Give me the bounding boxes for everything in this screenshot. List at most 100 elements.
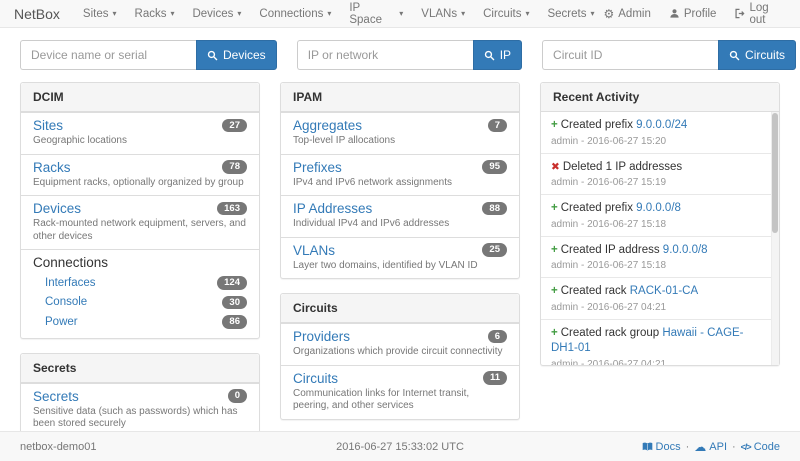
activity-object-link[interactable]: Hawaii - CAGE-DH1-01 [551,326,744,355]
nav-item-racks[interactable]: Racks ▾ [126,8,184,20]
interfaces-link[interactable]: Interfaces [45,276,96,289]
ip-search-button-label: IP [499,48,512,62]
list-item-connections: Connections Interfaces 124 Console 30 Powe… [21,249,259,338]
circuits-link[interactable]: Circuits [293,370,339,386]
list-item-secrets: Secrets 0 Sensitive data (such as passwor… [21,382,259,437]
profile-link[interactable]: Profile [669,7,717,20]
list-item-aggregates: Aggregates 7 Top-level IP allocations [281,112,519,154]
docs-link[interactable]: Docs [642,441,681,453]
ipam-panel-title: IPAM [281,83,519,112]
recent-activity-title: Recent Activity [541,83,779,112]
list-item-devices: Devices 163 Rack-mounted network equipmen… [21,195,259,249]
column-ipam: IPAM Aggregates 7 Top-level IP allocation… [280,82,520,434]
activity-action: Created prefix [560,202,637,215]
connections-interfaces-row: Interfaces 124 [33,273,247,293]
activity-action: Created rack [560,285,630,298]
activity-action: Created rack group [560,326,663,339]
nav-item-connections[interactable]: Connections ▾ [250,8,340,20]
vlans-link[interactable]: VLANs [293,242,336,258]
console-count-badge: 30 [222,295,247,309]
activity-meta: admin - 2016-06-27 04:21 [551,301,667,313]
code-label: Code [753,440,780,453]
console-link[interactable]: Console [45,296,88,309]
secrets-link[interactable]: Secrets [33,388,79,404]
nav-item-label: Secrets [547,7,587,20]
nav-item-vlans[interactable]: VLANs ▾ [412,8,474,20]
footer-timestamp: 2016-06-27 15:33:02 UTC [336,440,464,453]
sites-link[interactable]: Sites [33,118,64,133]
nav-item-secrets[interactable]: Secrets ▾ [538,8,603,20]
device-search-button[interactable]: Devices [196,40,277,70]
circuit-search-button[interactable]: Circuits [718,40,797,70]
book-icon [642,441,653,452]
ipam-panel: IPAM Aggregates 7 Top-level IP allocation… [280,82,520,279]
providers-link[interactable]: Providers [293,329,351,344]
aggregates-count-badge: 7 [487,118,507,133]
devices-count-badge: 163 [217,201,247,216]
circuit-search-input[interactable] [542,40,719,70]
power-link[interactable]: Power [45,315,78,328]
brand-logo[interactable]: NetBox [14,5,60,22]
search-icon [484,50,495,61]
prefixes-link[interactable]: Prefixes [293,159,342,175]
profile-label: Profile [683,7,717,20]
delete-icon: ✖ [551,160,560,173]
nav-item-devices[interactable]: Devices ▾ [183,8,250,20]
code-icon: </> [740,441,752,452]
cloud-icon: ☁ [694,439,707,454]
aggregates-description: Top-level IP allocations [293,135,396,146]
list-item-prefixes: Prefixes 95 IPv4 and IPv6 network assignm… [281,153,519,196]
racks-link[interactable]: Racks [33,159,71,175]
activity-object-link[interactable]: 9.0.0.0/8 [662,243,708,256]
circuit-search-button-label: Circuits [745,48,786,62]
secrets-panel-title: Secrets [21,353,259,383]
activity-object-link[interactable]: 9.0.0.0/24 [636,119,688,131]
admin-label: Admin [618,7,651,20]
nav-item-ip-space[interactable]: IP Space ▾ [340,2,412,26]
plus-icon: + [551,243,558,256]
connections-label: Connections [33,255,109,270]
circuits-count-badge: 11 [482,371,507,385]
device-search-input[interactable] [20,40,196,70]
logout-link[interactable]: Log out [734,2,786,26]
gear-icon: ⚙ [603,6,615,21]
caret-down-icon: ▾ [237,8,242,18]
devices-link[interactable]: Devices [33,201,82,216]
ip-addresses-link[interactable]: IP Addresses [293,201,373,216]
activity-object-link[interactable]: 9.0.0.0/8 [636,202,681,215]
nav-item-circuits[interactable]: Circuits ▾ [474,8,538,20]
activity-object-link[interactable]: RACK-01-CA [629,285,699,298]
activity-row: + Created rack group Hawaii - CAGE-DH1-01… [541,318,779,365]
ip-search-button[interactable]: IP [472,40,523,70]
activity-meta: admin - 2016-06-27 04:21 [551,358,667,365]
sites-description: Geographic locations [33,135,127,146]
interfaces-count-badge: 124 [217,276,247,290]
sites-count-badge: 27 [222,118,247,133]
vlans-count-badge: 25 [482,243,507,257]
device-search-group: Devices [20,40,277,70]
activity-scrollbar[interactable] [771,112,779,365]
code-link[interactable]: </> Code [741,441,780,453]
activity-scrollbar-thumb[interactable] [772,113,778,233]
activity-row: ✖ Deleted 1 IP addresses admin - 2016-06-… [541,152,779,195]
dcim-panel: DCIM Sites 27 Geographic locations Racks 7… [20,82,260,339]
aggregates-link[interactable]: Aggregates [293,118,363,133]
activity-meta: admin - 2016-06-27 15:19 [551,177,667,189]
plus-icon: + [551,119,558,131]
nav-item-sites[interactable]: Sites ▾ [74,8,126,20]
device-search-button-label: Devices [223,48,266,62]
ip-search-input[interactable] [296,40,473,70]
ip-addresses-description: Individual IPv4 and IPv6 addresses [293,218,450,229]
secrets-description: Sensitive data (such as passwords) which… [33,405,238,430]
caret-down-icon: ▾ [112,8,117,18]
activity-row: + Created rack RACK-01-CA admin - 2016-06… [541,277,779,319]
racks-description: Equipment racks, optionally organized by… [33,176,244,188]
activity-action: Created IP address [560,243,663,256]
api-link[interactable]: ☁ API [694,441,727,453]
footer-links: Docs · ☁ API · </> Code [527,441,780,453]
activity-meta: admin - 2016-06-27 15:18 [551,260,667,272]
circuits-description: Communication links for Internet transit… [293,387,470,412]
admin-link[interactable]: ⚙ Admin [603,8,650,20]
caret-down-icon: ▾ [327,8,332,18]
caret-down-icon: ▾ [399,8,404,18]
